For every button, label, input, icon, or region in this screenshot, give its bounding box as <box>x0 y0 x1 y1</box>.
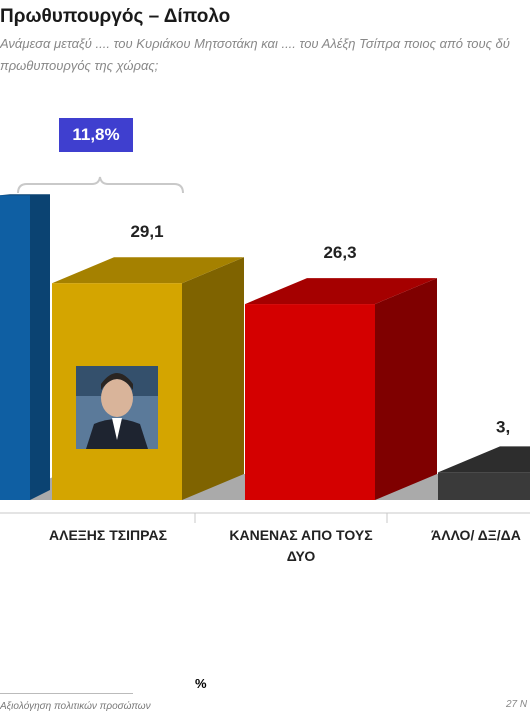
portrait-hair <box>101 373 133 390</box>
chart-title: Πρωθυπουργός – Δίπολο <box>0 6 231 27</box>
difference-brace <box>17 176 184 194</box>
bar-mitsotakis-front <box>0 195 30 501</box>
x-category-label: ΑΛΕΞΗΣ ΤΣΙΠΡΑΣ <box>49 527 167 543</box>
x-category-label: ΚΑΝΕΝΑΣ ΑΠΟ ΤΟΥΣ <box>229 527 372 543</box>
value-label: 29,1 <box>130 222 163 241</box>
chart-question-line-2: πρωθυπουργός της χώρας; <box>0 58 159 73</box>
bar-none-of-two <box>245 304 375 500</box>
difference-badge: 11,8% <box>59 118 133 152</box>
unit-label: % <box>195 676 207 691</box>
x-category-label: ΔΥΟ <box>287 548 316 564</box>
portrait-shirt <box>112 418 122 440</box>
chart-question-line-1: Ανάμεσα μεταξύ .... του Κυριάκου Μητσοτά… <box>0 36 510 51</box>
footer-source: Αξιολόγηση πολιτικών προσώπων <box>0 701 151 712</box>
x-category-label: ΆΛΛΟ/ ΔΞ/ΔΑ <box>431 527 521 543</box>
value-label: 26,3 <box>323 243 356 262</box>
bar-tsipras-top <box>52 257 244 284</box>
bar-tsipras-side <box>182 257 244 500</box>
portrait-face <box>101 379 133 417</box>
bar-other-dk-top <box>438 446 530 473</box>
bar-other-dk <box>438 472 530 500</box>
bar-none-of-two-side <box>375 278 437 500</box>
bar-none-of-two-top <box>245 278 437 305</box>
footer-date: 27 Ν <box>506 699 528 710</box>
footer-divider <box>0 693 133 694</box>
value-label: 3, <box>496 417 510 436</box>
